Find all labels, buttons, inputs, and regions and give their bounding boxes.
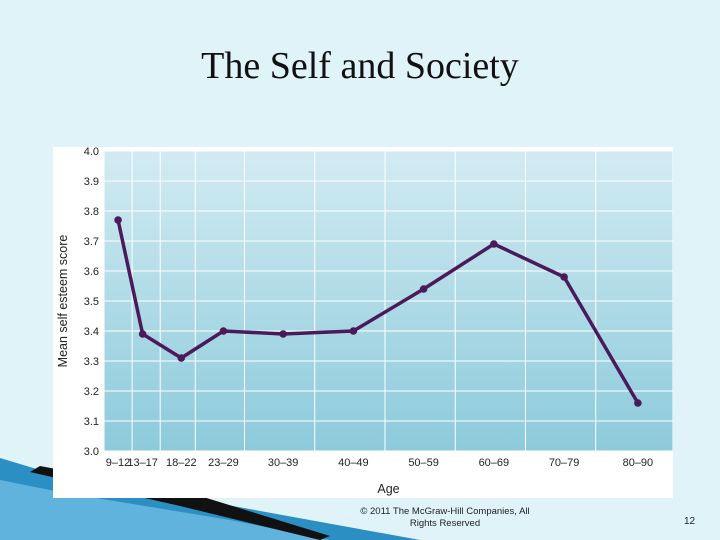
data-point bbox=[219, 327, 228, 335]
y-axis-ticks: 3.0 3.1 3.2 3.3 3.4 3.5 3.6 3.7 3.8 3.9 4.0 bbox=[84, 147, 99, 458]
data-point bbox=[114, 216, 122, 224]
data-point bbox=[349, 327, 358, 335]
copyright-notice: © 2011 The McGraw-Hill Companies, All Ri… bbox=[360, 506, 530, 529]
y-tick-label: 3.5 bbox=[84, 296, 99, 308]
swoosh-light-band bbox=[0, 480, 330, 540]
y-tick-label: 4.0 bbox=[84, 147, 99, 158]
data-point bbox=[560, 273, 568, 281]
data-point bbox=[419, 285, 428, 293]
page-number: 12 bbox=[684, 516, 696, 527]
x-tick-label: 40–49 bbox=[338, 457, 369, 469]
x-tick-label: 18–22 bbox=[166, 457, 197, 469]
y-tick-label: 3.3 bbox=[84, 356, 99, 368]
x-tick-label: 50–59 bbox=[408, 457, 439, 469]
line-chart: 3.0 3.1 3.2 3.3 3.4 3.5 3.6 3.7 3.8 3.9 4.0 9–1213… bbox=[56, 147, 673, 496]
series-line bbox=[116, 219, 640, 404]
data-point bbox=[490, 240, 498, 248]
y-tick-label: 3.1 bbox=[84, 416, 99, 428]
y-tick-label: 3.2 bbox=[84, 386, 99, 398]
y-tick-label: 3.6 bbox=[84, 266, 99, 278]
y-axis-label: Mean self esteem score bbox=[56, 235, 70, 368]
x-tick-label: 70–79 bbox=[549, 457, 580, 469]
series bbox=[114, 216, 642, 407]
y-tick-label: 3.8 bbox=[84, 206, 99, 218]
x-tick-label: 80–90 bbox=[623, 457, 654, 469]
chart-frame: 3.0 3.1 3.2 3.3 3.4 3.5 3.6 3.7 3.8 3.9 4.0 9–12 13… bbox=[53, 147, 673, 498]
data-point bbox=[177, 354, 186, 362]
y-tick-label: 3.0 bbox=[84, 446, 99, 458]
x-tick-label: 9–12 bbox=[106, 457, 130, 469]
x-tick-label: 60–69 bbox=[479, 457, 510, 469]
x-axis-label: Age bbox=[377, 482, 399, 496]
data-point bbox=[279, 330, 287, 338]
x-tick-label: 13–17 bbox=[127, 457, 158, 469]
y-tick-label: 3.9 bbox=[84, 176, 99, 188]
slide-title: The Self and Society bbox=[201, 45, 519, 87]
y-tick-label: 3.7 bbox=[84, 236, 99, 248]
x-tick-label: 30–39 bbox=[268, 457, 299, 469]
data-point bbox=[634, 399, 642, 407]
data-point bbox=[138, 330, 147, 338]
x-tick-label: 23–29 bbox=[208, 457, 239, 469]
y-tick-label: 3.4 bbox=[84, 326, 99, 338]
